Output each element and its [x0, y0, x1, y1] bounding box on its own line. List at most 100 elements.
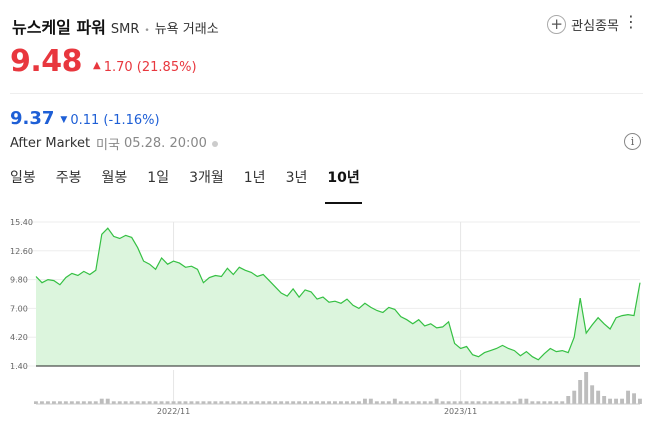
- volume-bar: [345, 401, 349, 404]
- up-triangle-icon: ▲: [93, 60, 101, 71]
- volume-bar: [285, 401, 290, 404]
- volume-bar: [69, 401, 74, 404]
- after-market-label: After Market: [10, 136, 91, 151]
- volume-bar: [195, 401, 200, 404]
- volume-bar: [524, 398, 529, 404]
- volume-bar: [488, 401, 493, 404]
- more-options-icon[interactable]: ⋮: [623, 12, 639, 31]
- period-tabs: 일봉 주봉 월봉 1일 3개월 1년 3년 10년: [10, 166, 380, 204]
- status-dot-icon: [211, 140, 218, 147]
- volume-bar: [518, 398, 523, 404]
- after-market-info: After Market 미국 05.28. 20:00: [10, 134, 218, 153]
- y-tick-label: 15.40: [10, 218, 33, 227]
- volume-bar: [159, 401, 164, 404]
- tab-6[interactable]: 3년: [285, 170, 308, 186]
- add-watchlist-button[interactable]: + 관심종목: [547, 15, 619, 34]
- y-tick-label: 7.00: [10, 304, 28, 313]
- volume-bar: [63, 401, 68, 404]
- volume-bar: [147, 401, 152, 404]
- volume-bar: [363, 398, 367, 404]
- tab-5[interactable]: 1년: [243, 170, 266, 186]
- volume-bar: [560, 401, 565, 404]
- tab-7[interactable]: 10년: [325, 166, 363, 204]
- volume-bar: [297, 401, 302, 404]
- volume-bar: [440, 401, 445, 404]
- tab-3[interactable]: 1일: [147, 170, 170, 186]
- after-market-row: 9.37 ▼ 0.11 (-1.16%): [10, 108, 160, 129]
- volume-bar: [542, 401, 547, 404]
- volume-bar: [267, 401, 272, 404]
- volume-bar: [117, 401, 122, 404]
- divider: [10, 93, 643, 94]
- volume-bar: [105, 398, 110, 404]
- volume-bar: [357, 401, 361, 404]
- volume-bar: [548, 401, 553, 404]
- volume-bar: [392, 398, 397, 404]
- volume-bar: [40, 401, 44, 404]
- volume-bar: [566, 396, 571, 404]
- stock-header: 뉴스케일 파워 SMR • 뉴욕 거래소: [12, 14, 219, 38]
- tab-1[interactable]: 주봉: [55, 170, 82, 186]
- volume-bar: [291, 401, 296, 404]
- watchlist-label: 관심종목: [571, 19, 619, 34]
- volume-bar: [584, 372, 589, 404]
- volume-bar: [309, 401, 313, 404]
- volume-bar: [81, 401, 86, 404]
- volume-bar: [632, 393, 636, 404]
- volume-bar: [87, 401, 92, 404]
- volume-bar: [58, 401, 62, 404]
- volume-bar: [261, 401, 266, 404]
- volume-bar: [315, 401, 319, 404]
- volume-bar: [339, 401, 343, 404]
- volume-bar: [404, 401, 409, 404]
- tab-4[interactable]: 3개월: [189, 170, 224, 186]
- volume-bar: [590, 385, 595, 404]
- separator-dot: •: [144, 26, 150, 36]
- volume-bar: [243, 401, 248, 404]
- volume-bar: [201, 401, 206, 404]
- volume-bar: [165, 401, 170, 404]
- volume-bar: [494, 401, 499, 404]
- info-icon[interactable]: i: [624, 133, 641, 150]
- volume-bar: [213, 401, 218, 404]
- exchange-name: 뉴욕 거래소: [154, 22, 219, 37]
- volume-bar: [183, 401, 188, 404]
- volume-bar: [303, 401, 307, 404]
- volume-bar: [327, 401, 331, 404]
- volume-bar: [99, 398, 104, 404]
- tab-2[interactable]: 월봉: [101, 170, 128, 186]
- price-change: 1.70 (21.85%): [103, 60, 197, 75]
- volume-bar: [506, 401, 511, 404]
- price-line: [35, 227, 641, 361]
- volume-bar: [530, 401, 535, 404]
- volume-bar: [608, 398, 612, 404]
- volume-bar: [386, 401, 391, 404]
- y-tick-label: 9.80: [10, 276, 28, 285]
- volume-bar: [434, 398, 439, 404]
- volume-bar: [225, 401, 230, 404]
- volume-bar: [46, 401, 50, 404]
- tab-0[interactable]: 일봉: [10, 170, 36, 186]
- volume-bar: [596, 390, 601, 404]
- volume-bar: [464, 401, 469, 404]
- volume-bar: [237, 401, 242, 404]
- volume-bar: [231, 401, 236, 404]
- volume-bar: [536, 401, 541, 404]
- market-time: 05.28. 20:00: [123, 136, 207, 151]
- x-tick-label: 2022/11: [157, 407, 190, 416]
- volume-bar: [458, 401, 463, 404]
- volume-bar: [626, 390, 630, 404]
- volume-bar: [416, 401, 421, 404]
- volume-bar: [470, 401, 475, 404]
- volume-bar: [177, 401, 182, 404]
- after-market-change: 0.11 (-1.16%): [70, 113, 160, 128]
- volume-bar: [428, 401, 433, 404]
- volume-bar: [374, 401, 379, 404]
- price-row: 9.48 ▲ 1.70 (21.85%): [10, 44, 197, 79]
- after-market-price: 9.37: [10, 108, 55, 129]
- volume-bar: [34, 401, 38, 404]
- volume-bar: [333, 401, 337, 404]
- volume-bar: [207, 401, 212, 404]
- volume-bar: [129, 401, 134, 404]
- volume-bar: [368, 398, 373, 404]
